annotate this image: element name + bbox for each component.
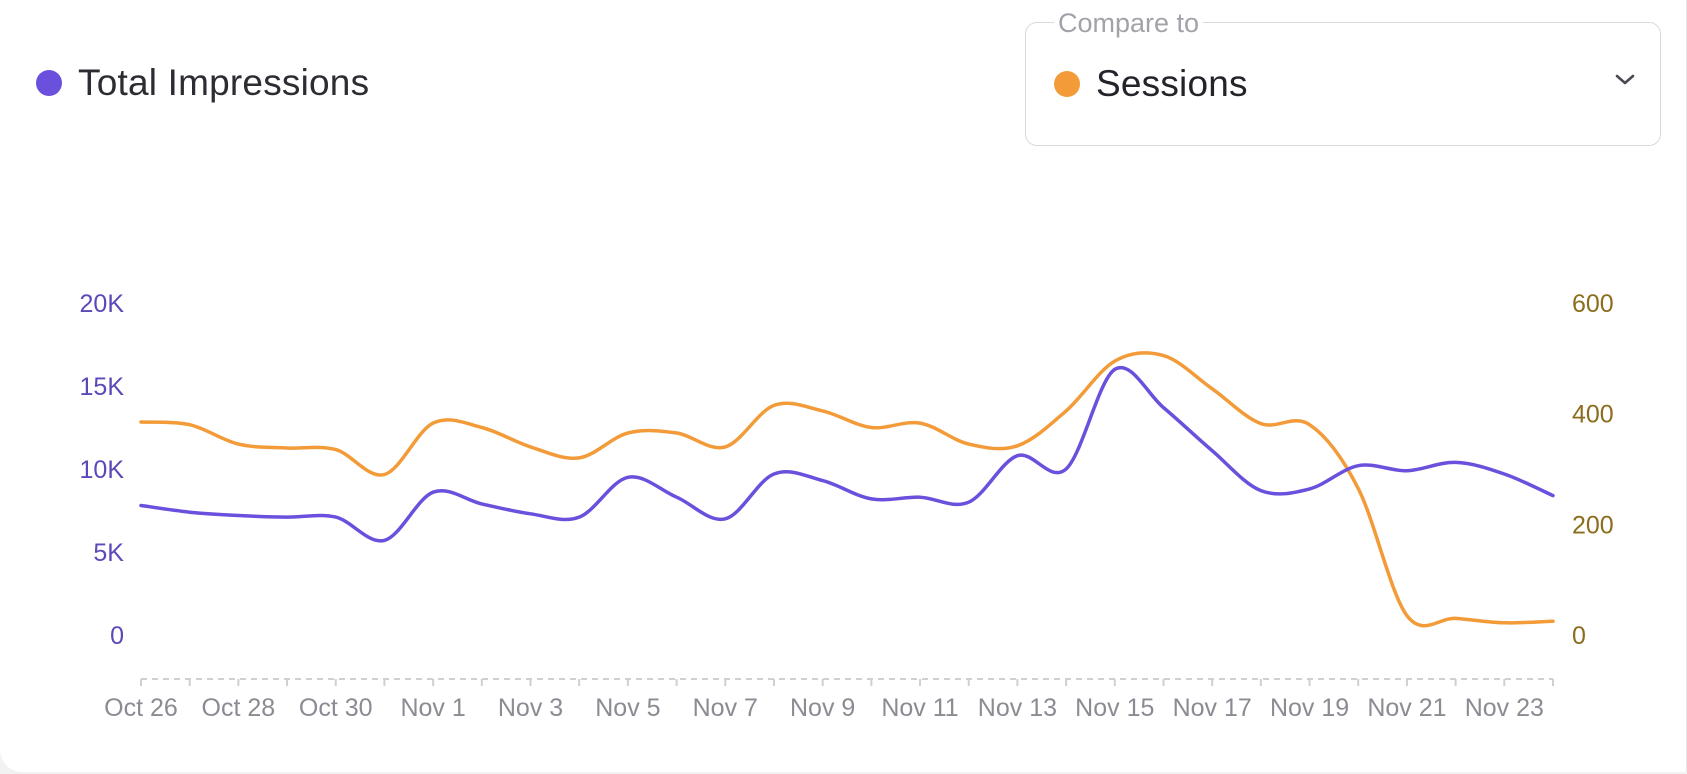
compare-to-label: Compare to [1054,8,1204,39]
data-point-sessions [1066,410,1067,411]
data-point-sessions [968,444,969,445]
data-point-total-impressions [1455,462,1456,463]
legend-total-impressions: Total Impressions [36,62,369,104]
x-tick-label: Nov 5 [595,694,660,722]
data-point-total-impressions [1504,473,1505,474]
data-point-total-impressions [1114,369,1115,370]
circle-dot-icon [36,70,62,96]
data-point-total-impressions [822,480,823,481]
y-left-tick-label: 20K [80,290,125,318]
y-left-tick-label: 10K [80,456,125,484]
data-point-total-impressions [725,518,726,519]
data-point-sessions [1017,445,1018,446]
data-point-total-impressions [287,517,288,518]
data-point-total-impressions [1260,490,1261,491]
data-point-sessions [627,433,628,434]
data-point-total-impressions [481,503,482,504]
data-point-total-impressions [773,473,774,474]
y-left-tick-label: 0 [110,622,124,650]
data-point-sessions [579,457,580,458]
y-left-tick-label: 5K [93,539,124,567]
data-point-total-impressions [579,517,580,518]
data-point-sessions [1309,424,1310,425]
data-point-sessions [1114,361,1115,362]
data-point-sessions [725,446,726,447]
data-point-sessions [1212,388,1213,389]
data-point-sessions [871,427,872,428]
data-point-sessions [773,405,774,406]
y-right-tick-label: 0 [1572,622,1586,650]
data-point-total-impressions [1358,465,1359,466]
data-point-sessions [1455,618,1456,619]
data-point-total-impressions [433,492,434,493]
x-tick-label: Nov 23 [1465,694,1544,722]
x-tick-label: Nov 19 [1270,694,1349,722]
data-point-total-impressions [676,497,677,498]
data-point-sessions [287,447,288,448]
data-point-sessions [676,433,677,434]
x-tick-label: Nov 3 [498,694,563,722]
data-point-sessions [189,424,190,425]
data-point-total-impressions [1406,470,1407,471]
data-point-total-impressions [530,513,531,514]
y-right-tick-label: 200 [1572,511,1614,539]
data-point-total-impressions [1212,450,1213,451]
data-point-sessions [1406,615,1407,616]
data-point-sessions [1260,423,1261,424]
data-point-total-impressions [1553,495,1554,496]
x-tick-label: Nov 21 [1367,694,1446,722]
y-right-tick-label: 600 [1572,290,1614,318]
data-point-total-impressions [335,517,336,518]
x-tick-label: Nov 11 [881,694,958,722]
legend-label: Total Impressions [78,62,370,103]
y-left-tick-label: 15K [80,373,125,401]
x-tick-label: Nov 17 [1173,694,1252,722]
data-point-sessions [1163,355,1164,356]
data-point-total-impressions [1309,488,1310,489]
x-tick-label: Nov 15 [1075,694,1154,722]
data-point-total-impressions [871,498,872,499]
data-point-total-impressions [189,512,190,513]
data-point-total-impressions [238,515,239,516]
data-point-total-impressions [627,477,628,478]
x-tick-label: Nov 7 [693,694,758,722]
circle-dot-icon [1054,71,1080,97]
data-point-total-impressions [968,502,969,503]
data-point-sessions [920,423,921,424]
data-point-sessions [384,474,385,475]
x-tick-label: Nov 1 [400,694,465,722]
data-point-sessions [1553,621,1554,622]
x-tick-label: Nov 9 [790,694,855,722]
series-line-sessions [139,351,1555,628]
data-point-total-impressions [384,540,385,541]
data-point-sessions [1358,488,1359,489]
y-right-tick-label: 400 [1572,401,1614,429]
data-point-sessions [481,427,482,428]
series-line-total-impressions [139,365,1555,543]
data-point-sessions [433,423,434,424]
x-tick-label: Nov 13 [978,694,1057,722]
data-point-sessions [141,421,142,422]
data-point-total-impressions [920,497,921,498]
data-point-total-impressions [1066,469,1067,470]
data-point-sessions [530,446,531,447]
x-tick-label: Oct 28 [202,694,276,722]
compare-selected-value: Sessions [1054,63,1248,105]
data-point-total-impressions [141,505,142,506]
data-point-sessions [335,449,336,450]
data-point-sessions [238,444,239,445]
x-tick-label: Oct 26 [104,694,178,722]
data-point-total-impressions [1017,455,1018,456]
data-point-total-impressions [1163,407,1164,408]
chevron-down-icon[interactable] [1610,65,1640,95]
data-point-sessions [1504,622,1505,623]
compare-to-select[interactable]: Compare to Sessions [1025,8,1661,146]
data-point-sessions [822,410,823,411]
compare-selected-label: Sessions [1096,63,1248,104]
x-tick-label: Oct 30 [299,694,373,722]
